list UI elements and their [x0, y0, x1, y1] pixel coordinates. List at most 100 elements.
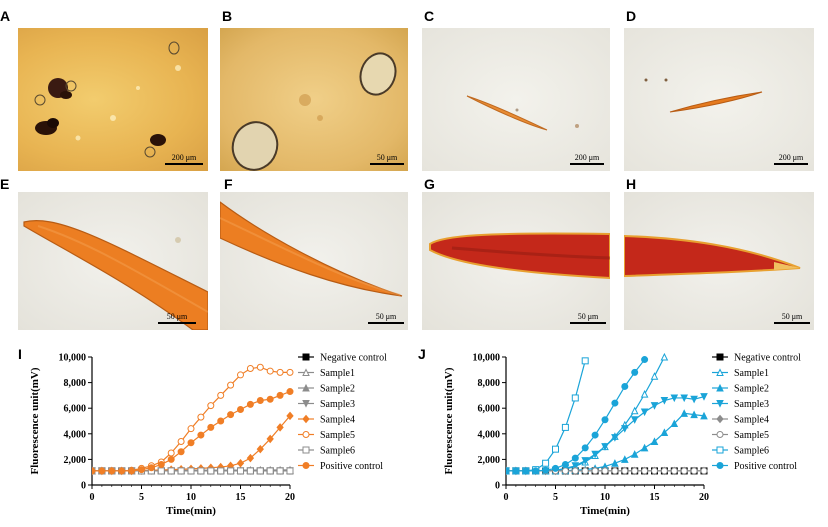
chart-i-data-point	[276, 423, 284, 432]
chart-j-x-tick-label: 5	[553, 492, 558, 503]
micrograph-h	[624, 192, 814, 330]
chart-j-data-point	[630, 406, 639, 415]
chart-j-data-point	[680, 394, 689, 403]
chart-j-data-point	[532, 467, 540, 475]
chart-i-data-point	[177, 437, 185, 445]
chart-j-legend-marker	[716, 353, 724, 361]
panel-label-d: D	[626, 8, 637, 24]
chart-j-data-point	[660, 467, 668, 475]
chart-j-y-tick-label: 0	[495, 481, 500, 492]
chart-j-data-point	[700, 467, 708, 475]
chart-j-data-point	[581, 357, 589, 365]
chart-j-data-point	[640, 443, 649, 452]
chart-i-data-point	[187, 425, 195, 433]
chart-i-data-point	[266, 395, 274, 403]
chart-j-data-point	[670, 467, 678, 475]
chart-j-data-point	[561, 423, 569, 431]
chart-i-x-tick-label: 10	[186, 492, 196, 503]
chart-j-data-point	[621, 467, 629, 475]
chart-j-legend-entry: Positive control	[734, 461, 797, 472]
chart-j-data-point	[621, 382, 629, 390]
chart-j-x-axis-label: Time(min)	[580, 505, 630, 517]
chart-j-data-point	[571, 467, 579, 475]
chart-j-data-point	[542, 466, 550, 474]
chart-i-data-point	[227, 381, 235, 389]
chart-j-plot-area	[506, 353, 708, 476]
chart-i-x-axis-label: Time(min)	[166, 505, 216, 517]
chart-j-data-point	[601, 416, 609, 424]
scale-label-e: 50 μm	[166, 312, 188, 321]
chart-j-data-point	[680, 467, 688, 475]
chart-i-data-point	[217, 391, 225, 399]
chart-i-data-point	[138, 466, 145, 474]
scale-label-c: 200 μm	[574, 153, 600, 162]
micrograph-a	[18, 28, 208, 171]
chart-i-y-axis-label: Fluorescence unit(mV)	[29, 367, 41, 474]
scale-bar-c: 200 μm	[570, 153, 604, 165]
chart-i-data-point	[276, 368, 284, 376]
chart-i-legend-marker	[302, 414, 310, 424]
chart-i-data-point	[227, 467, 235, 475]
chart-j-legend-marker	[716, 383, 724, 392]
panel-label-j: J	[418, 346, 426, 362]
panel-label-h: H	[626, 176, 637, 192]
chart-i-data-point	[256, 363, 264, 371]
chart-j-data-point	[680, 409, 689, 417]
chart-i-x-tick-label: 0	[90, 492, 95, 503]
chart-i-legend-marker	[302, 353, 310, 361]
chart-j-series-7	[506, 356, 649, 475]
chart-j-data-point	[650, 437, 659, 445]
chart-j-y-tick-label: 4,000	[478, 429, 501, 440]
chart-j-data-point	[571, 454, 579, 462]
chart-i: 0 2,000 4,000 6,000 8,000 10,000 0 5 10 15 20 Time(…	[29, 353, 387, 518]
chart-i-data-point	[286, 388, 294, 396]
chart-i-legend-entry: Sample6	[320, 446, 355, 457]
chart-j-data-point	[561, 467, 569, 475]
chart-i-data-point	[197, 413, 205, 421]
chart-i-y-tick-label: 8,000	[64, 378, 87, 389]
chart-j-data-point	[670, 419, 679, 428]
chart-j-series-3	[506, 393, 708, 476]
chart-j-data-point	[611, 434, 619, 442]
chart-i-data-point	[147, 464, 155, 472]
scale-label-b: 50 μm	[376, 153, 398, 162]
chart-i-data-point	[167, 467, 175, 475]
panel-label-g: G	[424, 176, 435, 192]
chart-i-data-point	[237, 371, 244, 379]
chart-i-data-point	[227, 411, 235, 419]
chart-j-data-point	[581, 457, 590, 465]
chart-i-data-point	[167, 449, 175, 457]
chart-j-legend-entry: Sample3	[734, 399, 769, 410]
chart-i-legend-marker	[302, 446, 310, 454]
chart-i-data-point	[237, 405, 244, 413]
micrograph-h-image	[624, 234, 801, 278]
chart-j-data-point	[700, 393, 708, 401]
chart-j-series-line-1	[506, 356, 665, 472]
micrograph-f	[220, 192, 408, 330]
scale-bar-a: 200 μm	[165, 153, 203, 165]
chart-j-series-line-3	[506, 396, 705, 472]
chart-j-data-point	[591, 467, 599, 475]
chart-j-data-point	[641, 467, 649, 475]
chart-i-data-point	[286, 411, 294, 421]
micrograph-e	[18, 192, 208, 330]
chart-j-y-axis-label: Fluorescence unit(mV)	[443, 367, 455, 474]
chart-j-data-point	[611, 467, 619, 475]
chart-i-data-point	[197, 431, 205, 439]
micrograph-c	[422, 28, 610, 171]
chart-i-data-point	[167, 455, 175, 463]
chart-j-data-point	[651, 467, 658, 475]
chart-j-data-point	[581, 467, 589, 475]
chart-j-data-point	[690, 395, 698, 404]
chart-i-data-point	[286, 368, 294, 376]
chart-j-data-point	[690, 410, 698, 419]
chart-j-data-point	[591, 450, 599, 459]
chart-j-data-point	[601, 443, 609, 451]
micrograph-e-image	[23, 220, 208, 330]
micrograph-c-image	[466, 95, 579, 131]
chart-i-legend-entry: Sample3	[320, 399, 355, 410]
chart-j-data-point	[650, 372, 659, 380]
chart-j-data-point	[631, 467, 639, 475]
chart-i-data-point	[157, 461, 165, 469]
chart-i-data-point	[276, 467, 284, 475]
